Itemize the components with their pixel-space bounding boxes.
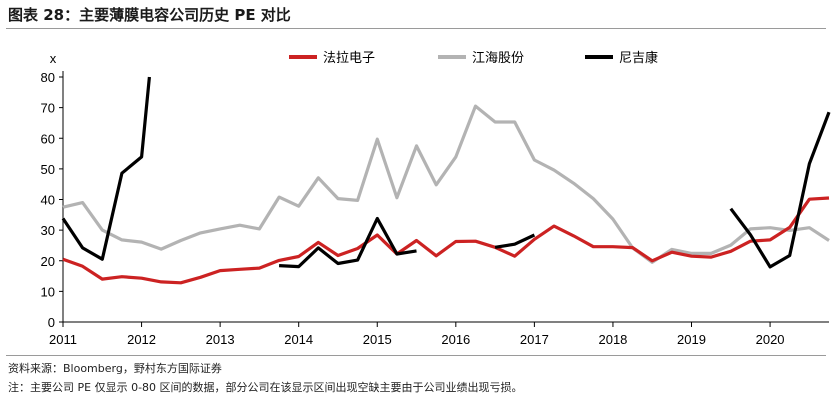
- legend: 法拉电子 江海股份 尼吉康: [289, 50, 658, 65]
- x-tick-label: 2013: [206, 332, 235, 347]
- legend-label: 尼吉康: [619, 50, 658, 65]
- series-line-2: [729, 111, 831, 269]
- series-line-2: [61, 76, 151, 261]
- x-tick-label: 2011: [49, 332, 77, 347]
- series-line-2: [279, 216, 417, 269]
- y-tick-label: 20: [41, 254, 55, 269]
- y-tick-label: 0: [48, 315, 55, 330]
- y-axis: 0 10 20 30 40 50 60 70 80: [41, 70, 64, 330]
- y-tick-label: 50: [41, 162, 55, 177]
- legend-label: 法拉电子: [323, 50, 375, 65]
- y-tick-label: 60: [41, 131, 55, 146]
- x-tick-label: 2018: [598, 332, 627, 347]
- x-tick-label: 2017: [520, 332, 549, 347]
- legend-label: 江海股份: [472, 50, 524, 65]
- bottom-divider: [6, 355, 826, 356]
- series-line-2: [494, 233, 536, 249]
- x-axis: 2011 2012 2013 2014 2015 2016 2017 2018 2019 2020: [49, 321, 829, 347]
- chart-title: 图表 28：主要薄膜电容公司历史 PE 对比: [8, 6, 291, 24]
- y-axis-label: x: [50, 51, 57, 66]
- top-divider: [6, 28, 826, 29]
- x-tick-label: 2016: [441, 332, 470, 347]
- y-tick-label: 40: [41, 193, 55, 208]
- y-tick-label: 70: [41, 101, 55, 116]
- y-tick-label: 10: [41, 284, 55, 299]
- x-tick-label: 2015: [363, 332, 392, 347]
- y-tick-label: 80: [41, 70, 55, 85]
- series-line-1: [62, 104, 830, 264]
- y-tick-label: 30: [41, 223, 55, 238]
- x-tick-label: 2014: [284, 332, 313, 347]
- source-text: 资料来源：Bloomberg，野村东方国际证券: [8, 362, 222, 375]
- series-lines: [61, 76, 831, 285]
- series-line-0: [62, 196, 830, 285]
- footnote-text: 注：主要公司 PE 仅显示 0-80 区间的数据，部分公司在该显示区间出现空缺主…: [8, 381, 523, 394]
- x-tick-label: 2012: [127, 332, 156, 347]
- x-tick-label: 2020: [756, 332, 785, 347]
- x-tick-label: 2019: [677, 332, 706, 347]
